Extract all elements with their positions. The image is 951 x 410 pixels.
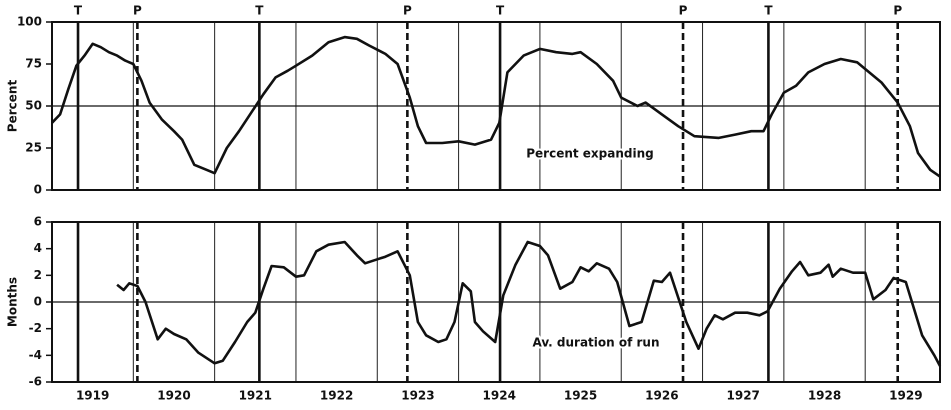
turning-point-label: T	[764, 4, 773, 18]
turning-point-label: T	[74, 4, 83, 18]
y-tick-label: -4	[29, 348, 42, 362]
x-tick-label: 1926	[645, 389, 678, 403]
y-tick-label: 6	[34, 215, 42, 229]
turning-point-label: P	[679, 4, 688, 18]
x-tick-label: 1920	[157, 389, 190, 403]
y-axis-label: Percent	[6, 80, 20, 133]
turning-point-label: T	[255, 4, 264, 18]
x-tick-label: 1924	[483, 389, 516, 403]
x-tick-label: 1921	[239, 389, 272, 403]
x-tick-label: 1922	[320, 389, 353, 403]
turning-point-label: P	[133, 4, 142, 18]
turning-point-label: P	[893, 4, 902, 18]
x-tick-label: 1919	[76, 389, 109, 403]
annotation: Av. duration of run	[532, 336, 659, 350]
y-tick-label: 2	[34, 268, 42, 282]
data-line	[116, 240, 942, 367]
y-tick-label: 75	[25, 57, 42, 71]
plot-frame	[51, 21, 941, 191]
y-tick-label: 25	[25, 141, 42, 155]
y-tick-label: 0	[34, 183, 42, 197]
annotation: Percent expanding	[526, 147, 654, 161]
y-tick-label: 50	[25, 99, 42, 113]
x-tick-label: 1929	[889, 389, 922, 403]
y-axis-label: Months	[6, 277, 20, 327]
y-tick-label: -6	[29, 375, 42, 389]
y-tick-label: 4	[34, 241, 42, 255]
x-tick-label: 1928	[808, 389, 841, 403]
data-line	[51, 35, 941, 178]
x-tick-label: 1927	[727, 389, 760, 403]
plot-frame	[51, 221, 941, 383]
turning-point-label: P	[403, 4, 412, 18]
y-tick-label: 0	[34, 295, 42, 309]
y-tick-label: -2	[29, 321, 42, 335]
turning-point-label: T	[496, 4, 505, 18]
y-tick-label: 100	[17, 15, 42, 29]
x-tick-label: 1923	[401, 389, 434, 403]
x-tick-label: 1925	[564, 389, 597, 403]
